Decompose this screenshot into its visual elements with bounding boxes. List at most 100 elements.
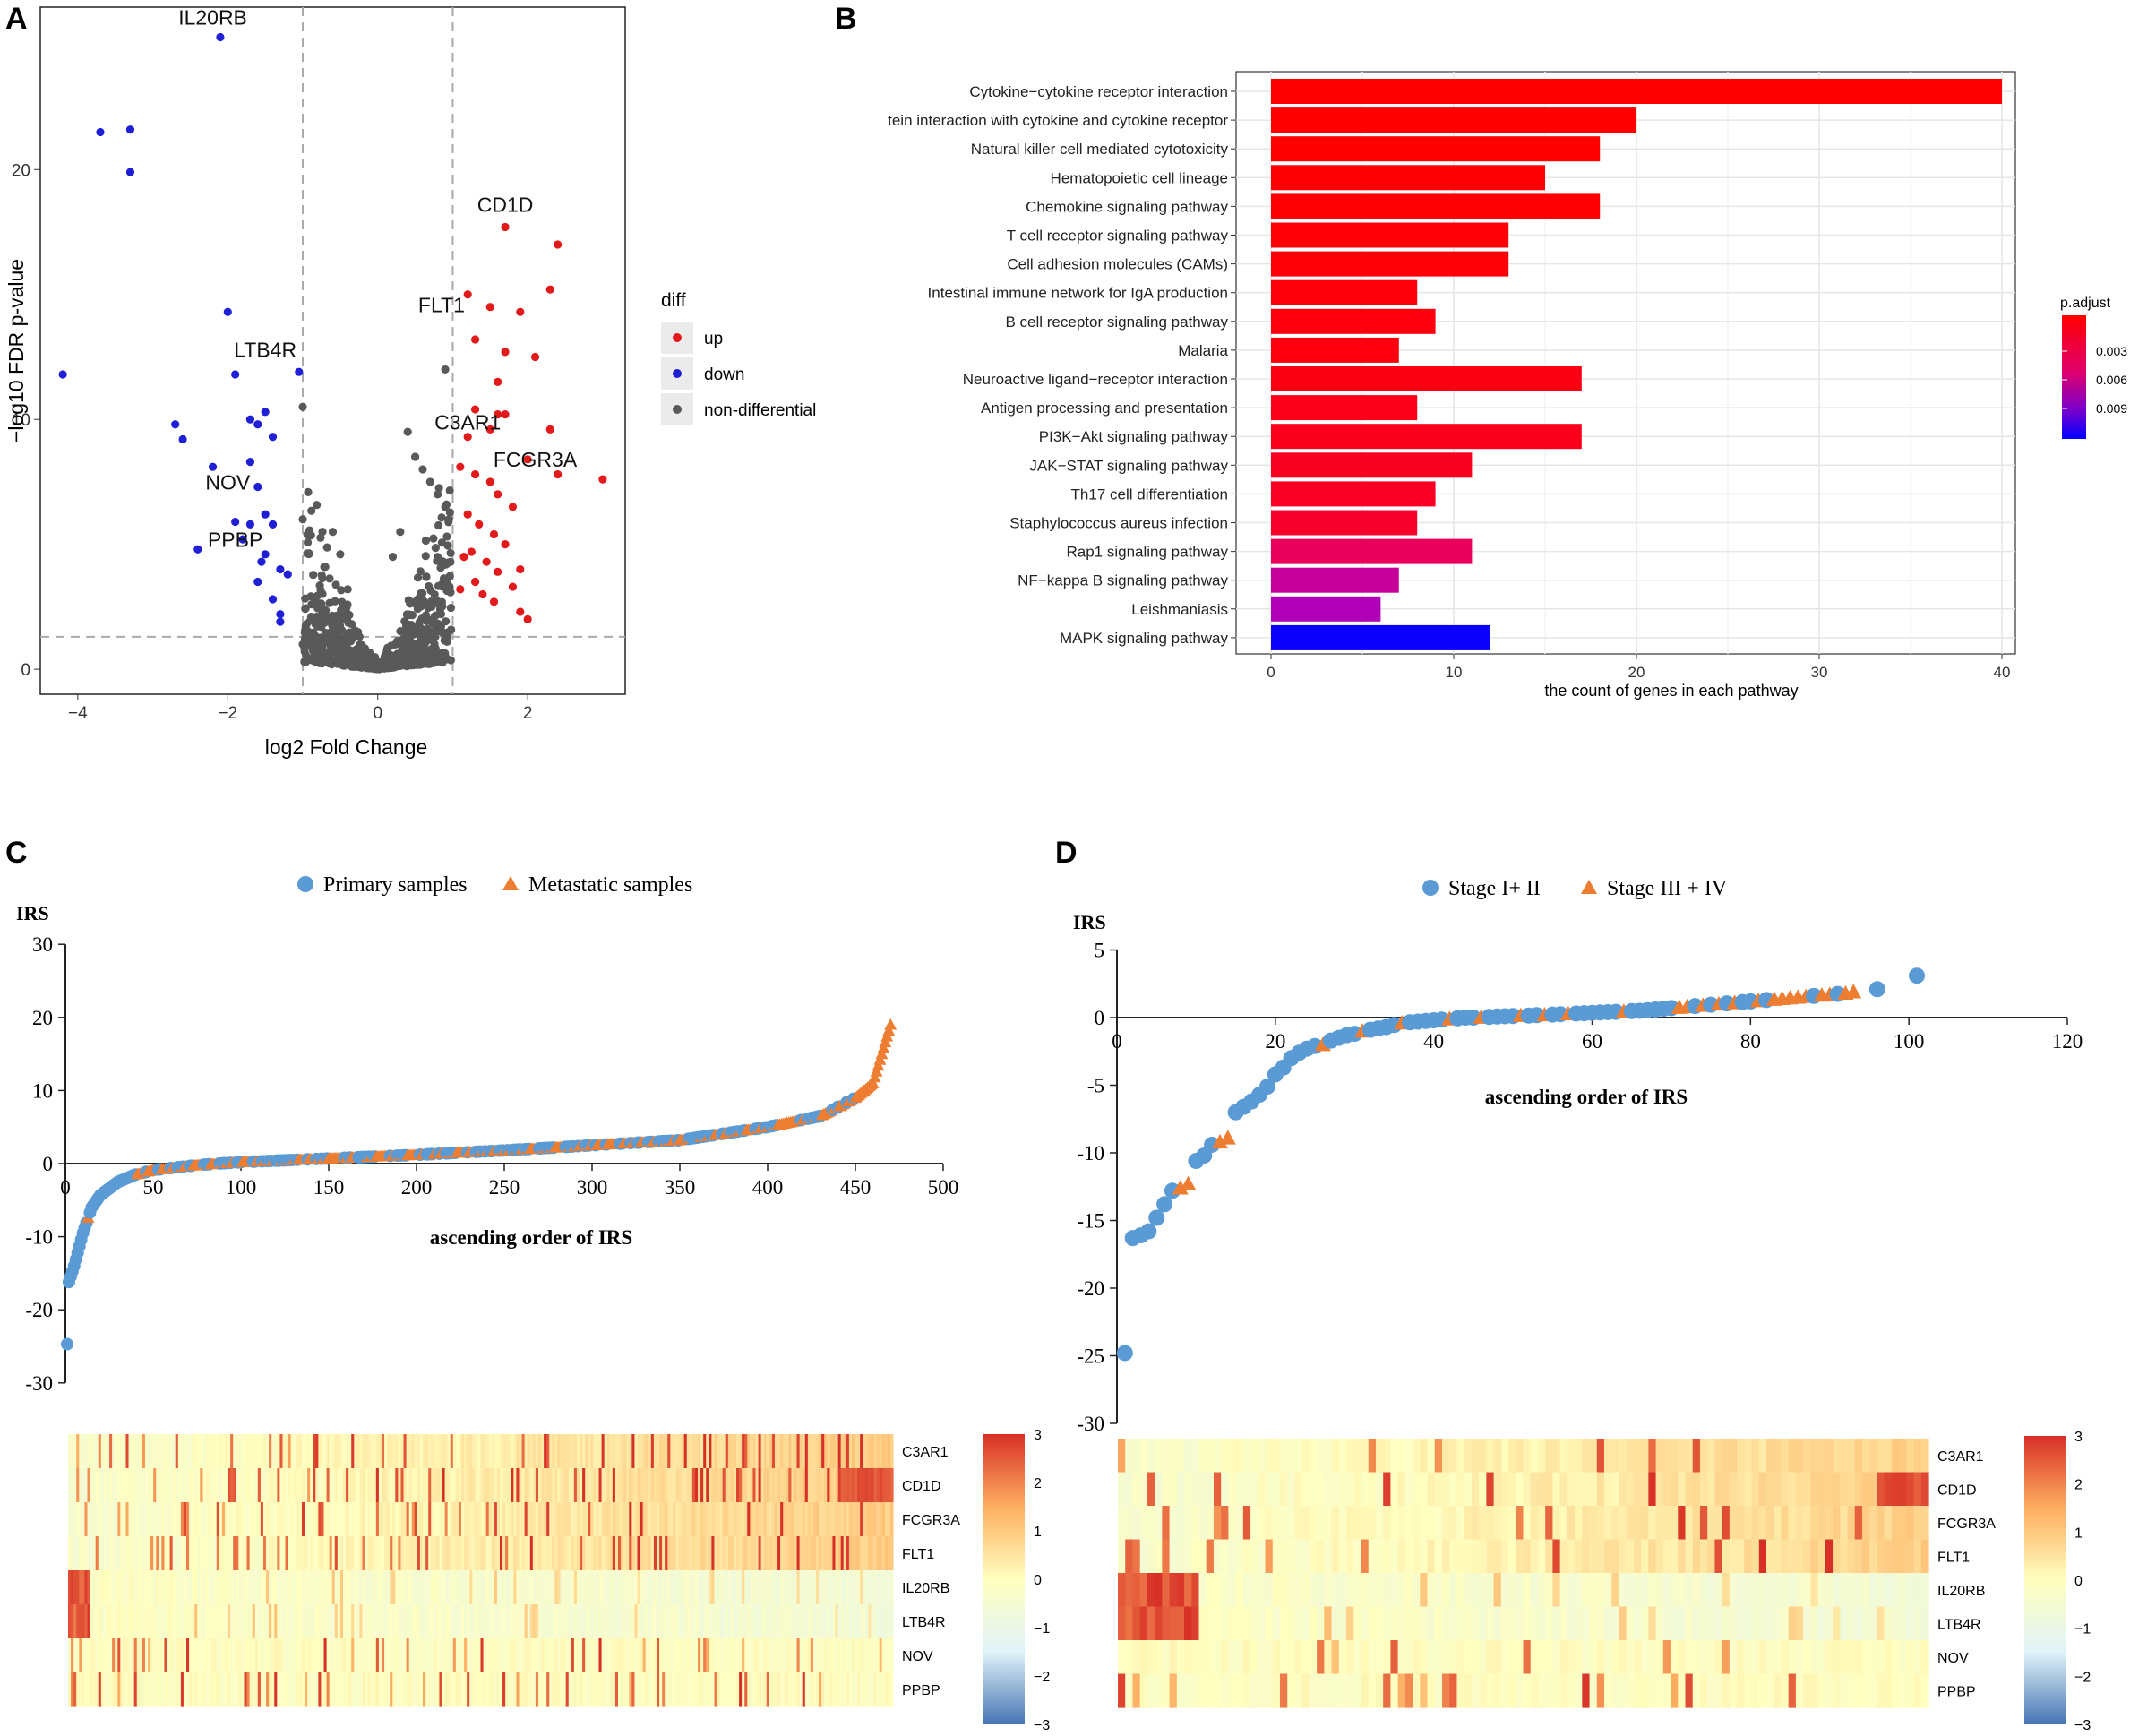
heatmap-cell <box>590 1672 594 1707</box>
heatmap-cell <box>313 1672 316 1707</box>
heatmap-cell <box>799 1502 803 1537</box>
heatmap-cell <box>450 1604 454 1639</box>
heatmap-cell <box>257 1570 262 1605</box>
point-down <box>216 32 225 42</box>
heatmap-cell <box>98 1604 102 1639</box>
heatmap-cell <box>148 1536 151 1571</box>
heatmap-cell <box>1729 1573 1738 1608</box>
heatmap-cell <box>1471 1472 1480 1507</box>
heatmap-cell <box>431 1638 434 1673</box>
heatmap-cell <box>192 1604 195 1639</box>
heatmap-cell <box>439 1536 443 1571</box>
heatmap-cell <box>1567 1506 1576 1541</box>
heatmap-cell <box>588 1604 591 1639</box>
point-non-differential <box>442 532 451 541</box>
heatmap-row-label: FCGR3A <box>1937 1517 1996 1532</box>
heatmap-cell <box>1604 1673 1612 1708</box>
heatmap-cell <box>513 1434 518 1469</box>
heatmap-cell <box>202 1434 207 1469</box>
heatmap-cell <box>747 1434 751 1469</box>
heatmap-cell <box>318 1434 322 1469</box>
point-up <box>508 582 518 591</box>
heatmap-cell <box>788 1502 793 1537</box>
heatmap-cell <box>277 1434 280 1469</box>
point-up <box>470 577 480 587</box>
heatmap-cell <box>464 1502 468 1537</box>
point-primary <box>60 1337 73 1351</box>
heatmap-cell <box>1633 1606 1642 1641</box>
heatmap-cell <box>1280 1673 1288 1708</box>
heatmap-cell <box>367 1434 372 1469</box>
heatmap-cell <box>400 1434 405 1469</box>
heatmap-cell <box>192 1502 195 1537</box>
heatmap-cell <box>254 1672 259 1707</box>
heatmap-cell <box>452 1536 457 1571</box>
heatmap-cell <box>1575 1606 1583 1641</box>
heatmap-cell <box>623 1638 627 1673</box>
heatmap-cell <box>777 1638 781 1673</box>
heatmap-cell <box>816 1536 820 1571</box>
heatmap-cell <box>863 1672 866 1707</box>
heatmap-cell <box>71 1570 74 1605</box>
heatmap-cell <box>703 1536 707 1571</box>
heatmap-cell <box>1899 1539 1907 1574</box>
heatmap-cell <box>296 1502 300 1537</box>
heatmap-cell <box>1125 1640 1134 1675</box>
heatmap-cell <box>1184 1506 1192 1541</box>
point-non-differential <box>356 647 365 656</box>
heatmap-cell <box>87 1434 91 1469</box>
heatmap-cell <box>428 1672 432 1707</box>
heatmap-cell <box>395 1502 399 1537</box>
heatmap-cell <box>580 1672 583 1707</box>
heatmap-cell <box>860 1502 863 1537</box>
heatmap-cell <box>354 1604 357 1639</box>
heatmap-cell <box>557 1570 562 1605</box>
heatmap-cell <box>205 1502 210 1537</box>
heatmap-cell <box>230 1502 234 1537</box>
heatmap-cell <box>816 1468 820 1503</box>
heatmap-cell <box>659 1468 663 1503</box>
heatmap-cell <box>780 1468 784 1503</box>
heatmap-cell <box>711 1502 716 1537</box>
heatmap-cell <box>1648 1673 1657 1708</box>
heatmap-cell <box>1420 1539 1429 1574</box>
heatmap-cell <box>172 1434 176 1469</box>
heatmap-cell <box>640 1672 644 1707</box>
point-primary <box>1156 1196 1173 1213</box>
heatmap-cell <box>829 1434 834 1469</box>
heatmap-cell <box>537 1638 542 1673</box>
heatmap-cell <box>370 1570 374 1605</box>
heatmap-cell <box>1604 1506 1612 1541</box>
heatmap-cell <box>816 1604 820 1639</box>
heatmap-cell <box>673 1536 677 1571</box>
heatmap-cell <box>475 1468 479 1503</box>
heatmap-cell <box>92 1638 97 1673</box>
heatmap-cell <box>417 1434 421 1469</box>
point-up <box>494 410 502 419</box>
heatmap-cell <box>249 1536 253 1571</box>
heatmap-cell <box>1707 1640 1716 1675</box>
point-metastatic <box>875 1047 889 1060</box>
heatmap-cell <box>1714 1506 1723 1541</box>
heatmap-cell <box>527 1638 531 1673</box>
heatmap-cell <box>771 1434 776 1469</box>
heatmap-cell <box>717 1434 721 1469</box>
heatmap-cell <box>807 1672 812 1707</box>
x-axis-title: ascending order of IRS <box>1485 1086 1688 1108</box>
heatmap-cell <box>298 1434 303 1469</box>
heatmap-cell <box>202 1638 207 1673</box>
heatmap-cell <box>1191 1573 1200 1608</box>
heatmap-cell <box>1139 1606 1148 1641</box>
heatmap-cell <box>719 1604 724 1639</box>
heatmap-cell <box>783 1604 786 1639</box>
x-axis-title: log2 Fold Change <box>265 735 428 759</box>
heatmap-cell <box>747 1468 751 1503</box>
heatmap-cell <box>406 1468 410 1503</box>
heatmap-cell <box>1147 1606 1155 1641</box>
heatmap-colorbar-label: 1 <box>1034 1525 1042 1540</box>
heatmap-cell <box>425 1468 429 1503</box>
heatmap-cell <box>1869 1640 1878 1675</box>
heatmap-cell <box>84 1434 89 1469</box>
heatmap-cell <box>752 1638 757 1673</box>
heatmap-cell <box>403 1570 408 1605</box>
